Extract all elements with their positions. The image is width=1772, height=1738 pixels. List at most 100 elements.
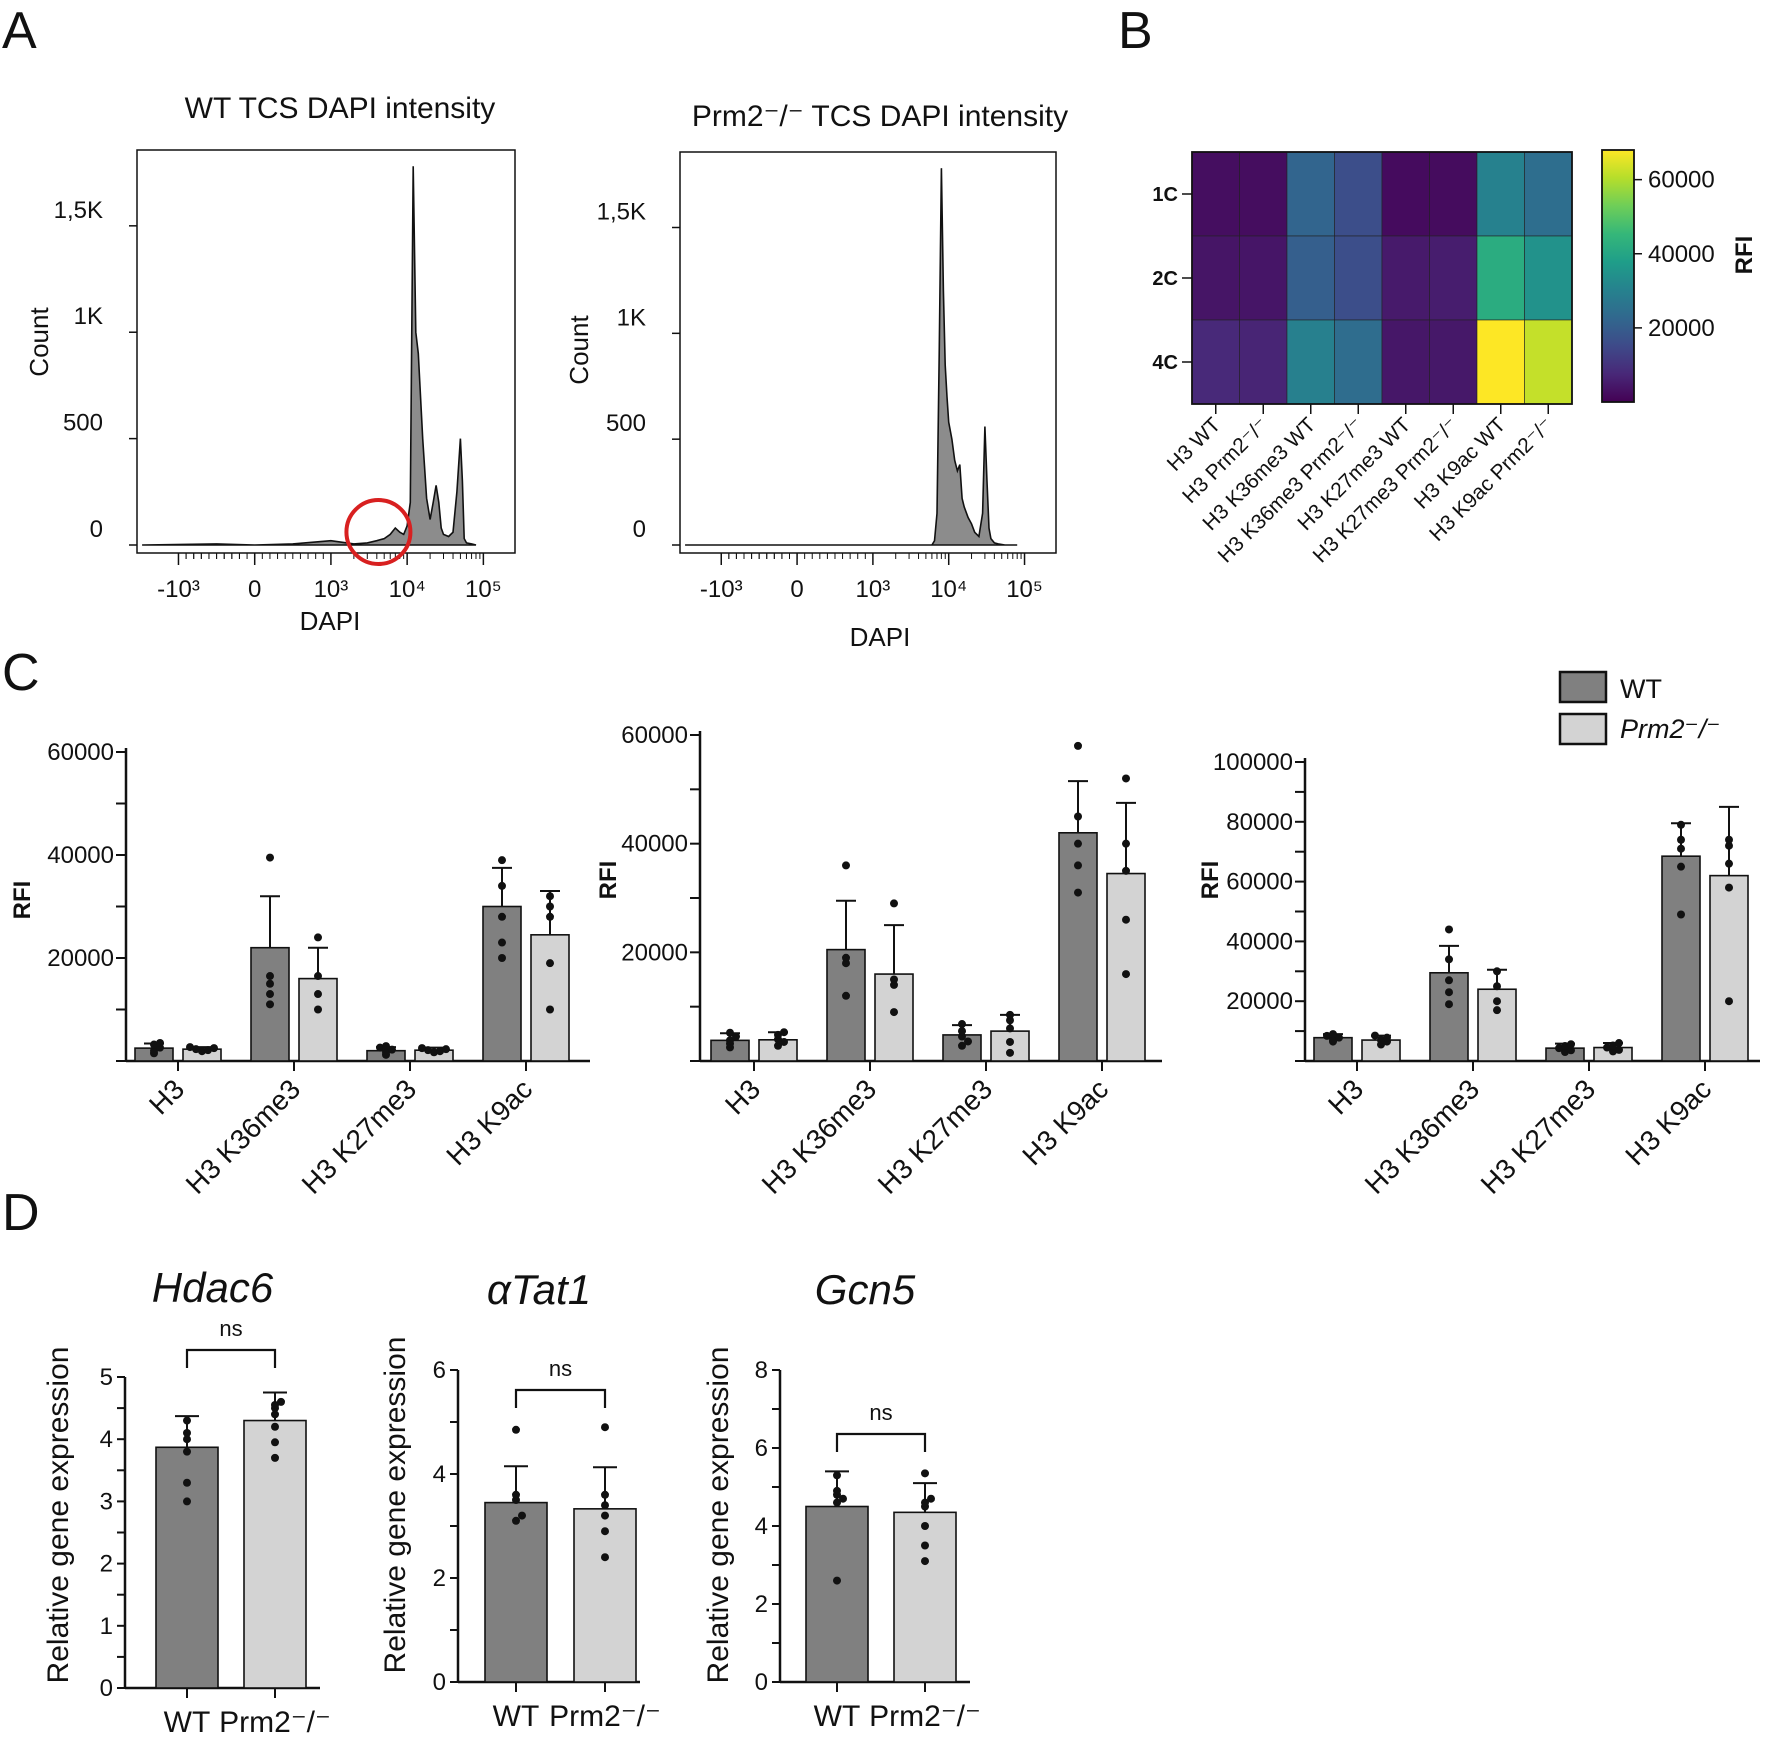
- bar-chart-2c-data-point: [1006, 1048, 1014, 1057]
- bar-chart-gcn5-data-point: [833, 1486, 841, 1495]
- hdac6-ylabel: Relative gene expression: [42, 1347, 75, 1684]
- bar-chart-1c-category-label: H3 K27me3: [296, 1073, 422, 1199]
- bar-chart-2c-data-point: [726, 1028, 734, 1037]
- colorbar-tick-label: 60000: [1648, 167, 1715, 194]
- bar-chart-hdac6-data-point: [271, 1400, 279, 1409]
- bar-chart-gcn5-data-point: [833, 1471, 841, 1480]
- heatmap-cell: [1476, 319, 1525, 405]
- heatmap-cell: [1524, 319, 1573, 405]
- bar-chart-1c-ytick-label: 40000: [47, 842, 114, 869]
- bar-chart-1c-data-point: [424, 1046, 432, 1055]
- bar-chart-2c-data-point: [1074, 888, 1082, 897]
- histogram-ko-xtick-label: 0: [790, 576, 803, 603]
- bar-chart-hdac6-data-point: [183, 1416, 191, 1425]
- bar-chart-atat1-data-point: [601, 1527, 609, 1536]
- bar-chart-4c-ytick-label: 20000: [1226, 988, 1293, 1015]
- heatmap-colorbar-label: RFI: [1731, 236, 1758, 275]
- bar-chart-1c-data-point: [498, 881, 506, 890]
- bar-chart-2c-category-label: H3: [719, 1073, 766, 1120]
- bar-chart-2c-bar-ko: [874, 973, 914, 1062]
- bar-chart-2c-data-point: [1006, 1010, 1014, 1019]
- bar-chart-4c-data-point: [1445, 925, 1453, 934]
- bar-chart-gcn5-significance-label: ns: [869, 1400, 892, 1425]
- bar-chart-gcn5-ytick-label: 4: [755, 1513, 768, 1540]
- bar-chart-1c-data-point: [314, 972, 322, 981]
- bar-chart-atat1-bar-wt: [484, 1501, 548, 1683]
- bar-chart-gcn5-ytick-label: 2: [755, 1591, 768, 1618]
- heatmap-cell: [1191, 319, 1240, 405]
- bar-chart-2c-ytick-label: 20000: [621, 939, 688, 966]
- histogram-wt-ytick-label: 1K: [74, 303, 103, 330]
- bar-chart-gcn5-title: Gcn5: [815, 1266, 916, 1313]
- hist-wt-xlabel: DAPI: [300, 606, 361, 636]
- bar-chart-4c-bar-ko: [1709, 874, 1749, 1062]
- bar-chart-2c-data-point: [1074, 861, 1082, 870]
- bar-chart-hdac6-significance-bracket: [185, 1348, 277, 1368]
- bar-chart-1c-data-point: [210, 1044, 218, 1053]
- bar-chart-4c-data-point: [1383, 1033, 1391, 1042]
- heatmap-colorbar: [1601, 149, 1635, 403]
- bar-chart-2c-data-point: [964, 1037, 972, 1046]
- heatmap-frame: [1191, 151, 1573, 405]
- bar-chart-1c-data-point: [436, 1047, 444, 1056]
- bar-chart-4c-data-point: [1555, 1044, 1563, 1053]
- bar-chart-4c-ytick-label: 60000: [1226, 869, 1293, 896]
- bar-chart-2c-data-point: [1006, 1037, 1014, 1046]
- bar-chart-4c-data-point: [1677, 820, 1685, 829]
- bar-chart-4c-data-point: [1567, 1040, 1575, 1049]
- bar-chart-2c-data-point: [726, 1036, 734, 1045]
- bar-chart-4c-category-label: H3 K9ac: [1619, 1073, 1717, 1171]
- bar-chart-2c-category-label: H3 K27me3: [872, 1073, 998, 1199]
- rfi-4c-ylabel: RFI: [1197, 861, 1224, 900]
- bar-chart-1c-data-point: [266, 1000, 274, 1009]
- bar-chart-hdac6-data-point: [271, 1422, 279, 1431]
- histogram-ko-xtick-label: -10³: [700, 576, 743, 603]
- bar-chart-4c-data-point: [1561, 1042, 1569, 1051]
- heatmap-cell: [1239, 235, 1288, 321]
- bar-chart-2c-data-point: [890, 899, 898, 908]
- heatmap-cell: [1286, 235, 1335, 321]
- atat1-ylabel: Relative gene expression: [379, 1337, 412, 1674]
- histogram-wt-ytick-label: 500: [63, 410, 103, 437]
- bar-chart-hdac6-data-point: [183, 1497, 191, 1506]
- bar-chart-2c-data-point: [842, 953, 850, 962]
- highlight-circle: [344, 498, 413, 566]
- bar-chart-4c-data-point: [1677, 835, 1685, 844]
- bar-chart-1c-data-point: [546, 959, 554, 968]
- bar-chart-hdac6-data-point: [183, 1478, 191, 1487]
- bar-chart-gcn5-category-label: WT: [814, 1700, 861, 1733]
- bar-chart-2c-data-point: [842, 991, 850, 1000]
- histogram-wt-xtick-label: -10³: [157, 576, 200, 603]
- bar-chart-1c-category-label: H3 K36me3: [180, 1073, 306, 1199]
- bar-chart-2c-data-point: [1122, 915, 1130, 924]
- bar-chart-gcn5-data-point: [921, 1498, 929, 1507]
- heatmap-cell: [1476, 235, 1525, 321]
- heatmap-cell: [1239, 151, 1288, 237]
- bar-chart-hdac6-ytick-label: 2: [100, 1551, 113, 1578]
- bar-chart-gcn5-category-label: Prm2⁻/⁻: [869, 1700, 981, 1733]
- bar-chart-gcn5-data-point: [921, 1541, 929, 1550]
- bar-chart-gcn5-ytick-label: 8: [755, 1357, 768, 1384]
- bar-chart-4c-data-point: [1371, 1031, 1379, 1040]
- bar-chart-hdac6-ytick-label: 5: [100, 1364, 113, 1391]
- bar-chart-atat1-data-point: [512, 1425, 520, 1434]
- panel-letter-d: D: [2, 1184, 40, 1242]
- heatmap-row-label: 2C: [1152, 268, 1178, 290]
- bar-chart-4c-data-point: [1567, 1046, 1575, 1055]
- bar-chart-1c-data-point: [498, 938, 506, 947]
- bar-chart-gcn5-data-point: [833, 1498, 841, 1507]
- bar-chart-2c-data-point: [774, 1041, 782, 1050]
- bar-chart-4c-data-point: [1493, 982, 1501, 991]
- histogram-wt: 0 500 1K 1,5K -10³ 0 10³ 10⁴ 10⁵: [54, 149, 516, 603]
- bar-chart-atat1-data-point: [512, 1516, 520, 1525]
- bar-chart-gcn5-ytick-label: 6: [755, 1435, 768, 1462]
- gcn5-ylabel: Relative gene expression: [702, 1347, 735, 1684]
- bar-chart-4c-data-point: [1725, 835, 1733, 844]
- histogram-ko-area: [685, 168, 1018, 546]
- bar-chart-atat1-data-point: [601, 1553, 609, 1562]
- bar-chart-gcn5-data-point: [921, 1469, 929, 1478]
